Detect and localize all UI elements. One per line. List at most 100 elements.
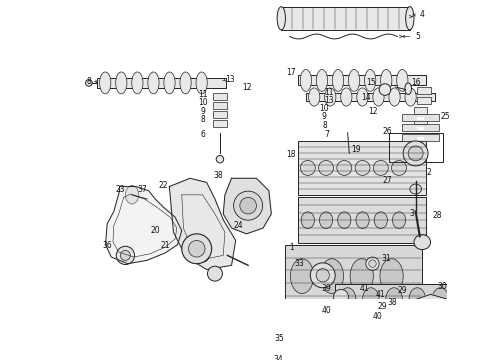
Ellipse shape: [180, 72, 191, 94]
Text: 11: 11: [198, 90, 208, 99]
Ellipse shape: [300, 161, 315, 175]
Ellipse shape: [277, 6, 286, 30]
Text: 25: 25: [441, 112, 450, 121]
Text: 2: 2: [426, 168, 431, 177]
Text: 41: 41: [359, 284, 369, 293]
Ellipse shape: [427, 314, 437, 324]
Ellipse shape: [357, 88, 368, 106]
Text: 21: 21: [160, 241, 170, 250]
Text: 29: 29: [378, 302, 387, 311]
Ellipse shape: [379, 84, 391, 95]
Ellipse shape: [409, 288, 426, 311]
Text: 15: 15: [366, 78, 376, 87]
Ellipse shape: [99, 72, 111, 94]
Ellipse shape: [423, 310, 441, 328]
Bar: [389, 133, 443, 162]
Bar: [306, 93, 435, 101]
Bar: [298, 141, 426, 195]
Text: 23: 23: [116, 185, 125, 194]
Text: 10: 10: [319, 104, 329, 113]
Bar: [298, 197, 426, 243]
Ellipse shape: [409, 319, 426, 331]
Ellipse shape: [300, 69, 312, 91]
Text: 37: 37: [137, 185, 147, 194]
Ellipse shape: [386, 319, 402, 331]
Ellipse shape: [432, 319, 449, 331]
Ellipse shape: [332, 308, 350, 326]
Bar: [298, 76, 426, 85]
Ellipse shape: [405, 314, 415, 324]
Text: 32: 32: [198, 253, 208, 262]
Polygon shape: [170, 178, 236, 270]
Ellipse shape: [366, 257, 379, 270]
Ellipse shape: [386, 288, 402, 311]
Bar: [97, 78, 226, 88]
Ellipse shape: [380, 259, 403, 293]
Ellipse shape: [363, 319, 379, 331]
Bar: [401, 134, 439, 141]
Bar: [335, 317, 468, 333]
Ellipse shape: [240, 197, 256, 214]
Ellipse shape: [414, 235, 431, 249]
Text: 41: 41: [376, 290, 386, 299]
Ellipse shape: [196, 249, 209, 262]
Ellipse shape: [121, 251, 130, 260]
Polygon shape: [281, 356, 431, 360]
Ellipse shape: [341, 88, 352, 106]
Text: 20: 20: [150, 226, 160, 235]
Text: 17: 17: [287, 68, 296, 77]
Ellipse shape: [389, 88, 400, 106]
Ellipse shape: [309, 88, 320, 106]
Text: 40: 40: [321, 306, 331, 315]
Text: 13: 13: [324, 96, 334, 105]
Ellipse shape: [182, 234, 212, 264]
Bar: [281, 6, 410, 30]
Ellipse shape: [301, 212, 315, 229]
Ellipse shape: [116, 246, 135, 265]
Ellipse shape: [401, 310, 419, 328]
Ellipse shape: [316, 269, 329, 282]
Ellipse shape: [405, 88, 416, 106]
Bar: [213, 93, 226, 99]
Ellipse shape: [406, 6, 414, 30]
Bar: [213, 120, 226, 127]
Ellipse shape: [325, 88, 336, 106]
Text: 7: 7: [324, 130, 329, 139]
Ellipse shape: [337, 161, 352, 175]
Ellipse shape: [310, 263, 335, 288]
Ellipse shape: [216, 156, 223, 163]
Text: 38: 38: [214, 171, 223, 180]
Text: 10: 10: [198, 98, 208, 107]
Text: 40: 40: [372, 312, 382, 321]
Text: 27: 27: [383, 176, 392, 185]
Text: 5: 5: [416, 32, 420, 41]
Text: 1: 1: [289, 243, 294, 252]
Ellipse shape: [196, 72, 207, 94]
Ellipse shape: [374, 212, 388, 229]
Ellipse shape: [373, 88, 384, 106]
Text: 28: 28: [433, 211, 442, 220]
Ellipse shape: [408, 146, 423, 161]
Text: 3: 3: [410, 210, 415, 219]
Ellipse shape: [392, 212, 406, 229]
Ellipse shape: [132, 72, 143, 94]
Bar: [213, 102, 226, 109]
Bar: [335, 284, 468, 315]
Ellipse shape: [369, 260, 376, 267]
Text: 8: 8: [201, 115, 206, 124]
Ellipse shape: [86, 80, 92, 86]
Ellipse shape: [234, 191, 263, 220]
Text: 38: 38: [388, 298, 397, 307]
Text: 12: 12: [368, 107, 377, 116]
Ellipse shape: [332, 69, 343, 91]
Ellipse shape: [381, 69, 392, 91]
Text: 36: 36: [102, 241, 112, 250]
Ellipse shape: [336, 312, 346, 322]
Polygon shape: [223, 178, 271, 234]
Text: 6: 6: [201, 130, 206, 139]
Text: 16: 16: [411, 78, 420, 87]
Ellipse shape: [350, 259, 373, 293]
Ellipse shape: [363, 288, 379, 311]
Ellipse shape: [365, 69, 376, 91]
Ellipse shape: [318, 161, 334, 175]
